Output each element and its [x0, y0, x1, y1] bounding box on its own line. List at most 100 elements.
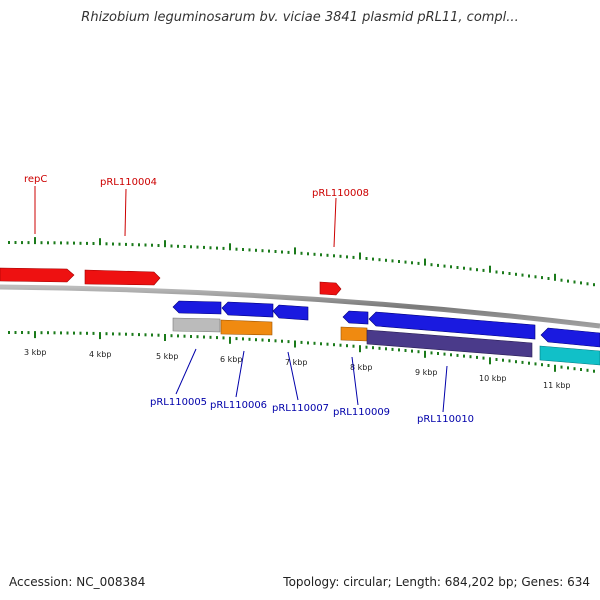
minor-tick	[60, 331, 62, 335]
minor-tick	[27, 241, 30, 245]
minor-tick	[313, 252, 316, 256]
minor-tick	[255, 248, 257, 252]
minor-tick	[320, 342, 322, 346]
minor-tick	[131, 243, 134, 247]
minor-tick	[255, 338, 257, 342]
minor-tick	[170, 334, 173, 338]
minor-tick	[450, 265, 452, 269]
kbp-label: 4 kbp	[89, 350, 111, 359]
minor-tick	[534, 275, 537, 279]
gene-pRL110005[interactable]	[172, 300, 222, 315]
minor-tick	[268, 249, 270, 253]
minor-tick	[398, 348, 400, 352]
minor-tick	[547, 364, 550, 367]
major-tick	[229, 243, 231, 251]
major-tick	[294, 340, 296, 348]
minor-tick	[47, 331, 49, 335]
label-pRL110010: pRL110010	[417, 414, 474, 425]
minor-tick	[222, 336, 225, 340]
gene-repC[interactable]	[0, 267, 75, 283]
minor-tick	[73, 241, 75, 245]
minor-tick	[528, 274, 530, 278]
minor-tick	[144, 333, 147, 337]
minor-tick	[411, 261, 413, 265]
minor-tick	[66, 241, 69, 245]
minor-tick	[463, 354, 465, 358]
minor-tick	[567, 366, 569, 370]
minor-tick	[8, 241, 10, 244]
gene-pRL110008[interactable]	[319, 281, 342, 296]
plasmid-backbone	[0, 284, 600, 329]
kbp-label: 3 kbp	[24, 348, 46, 357]
major-tick	[424, 350, 426, 358]
minor-tick	[352, 344, 355, 348]
minor-tick	[73, 331, 75, 335]
minor-tick	[573, 280, 576, 284]
minor-tick	[53, 331, 56, 335]
minor-tick	[437, 352, 439, 355]
minor-tick	[261, 249, 264, 253]
kbp-label: 7 kbp	[285, 358, 307, 367]
gene-orange-small[interactable]	[340, 326, 368, 342]
minor-tick	[404, 349, 407, 352]
gene-pRL110009[interactable]	[342, 310, 369, 325]
minor-tick	[417, 261, 420, 265]
gene-cyan-right[interactable]	[539, 345, 600, 366]
upper-tick-track	[8, 237, 595, 287]
gene-pRL110004[interactable]	[84, 269, 161, 286]
minor-tick	[307, 341, 309, 345]
minor-tick	[125, 332, 127, 336]
minor-tick	[151, 333, 153, 337]
minor-tick	[190, 245, 192, 249]
major-tick	[34, 237, 36, 245]
minor-tick	[222, 246, 225, 250]
minor-tick	[437, 263, 439, 267]
minor-tick	[66, 331, 69, 335]
minor-tick	[242, 337, 244, 341]
minor-tick	[131, 332, 134, 336]
minor-tick	[242, 248, 244, 251]
gene-blue-right[interactable]	[540, 327, 600, 348]
minor-tick	[177, 334, 179, 338]
minor-tick	[21, 331, 23, 334]
minor-tick	[307, 252, 309, 256]
minor-tick	[495, 270, 498, 274]
minor-tick	[203, 245, 205, 249]
gene-pRL110007[interactable]	[272, 304, 309, 321]
minor-tick	[14, 241, 17, 244]
minor-tick	[443, 352, 446, 356]
minor-tick	[92, 242, 95, 245]
minor-tick	[502, 271, 504, 275]
minor-tick	[352, 255, 355, 259]
minor-tick	[333, 343, 335, 347]
minor-tick	[567, 279, 569, 283]
major-tick	[34, 331, 36, 339]
upper-gene-labels: repC pRL110004 pRL110008	[24, 174, 369, 248]
gene-purple-block[interactable]	[366, 329, 533, 358]
major-tick	[294, 247, 296, 255]
minor-tick	[339, 254, 342, 258]
gene-pRL110006[interactable]	[221, 301, 274, 318]
gene-gray-block[interactable]	[172, 317, 221, 333]
minor-tick	[112, 332, 114, 336]
minor-tick	[541, 363, 543, 367]
minor-tick	[456, 266, 459, 269]
minor-tick	[450, 353, 452, 357]
minor-tick	[398, 260, 400, 263]
minor-tick	[417, 350, 420, 354]
minor-tick	[281, 250, 283, 254]
minor-tick	[476, 268, 478, 272]
kbp-label: 11 kbp	[543, 381, 571, 390]
major-tick	[359, 252, 361, 260]
minor-tick	[248, 248, 251, 252]
gene-pRL110010[interactable]	[368, 311, 536, 340]
gene-orange-block[interactable]	[220, 319, 273, 336]
minor-tick	[60, 241, 62, 245]
minor-tick	[586, 282, 589, 286]
minor-tick	[528, 361, 530, 365]
minor-tick	[287, 340, 290, 344]
minor-tick	[482, 356, 485, 360]
minor-tick	[157, 333, 160, 337]
minor-tick	[534, 362, 537, 366]
